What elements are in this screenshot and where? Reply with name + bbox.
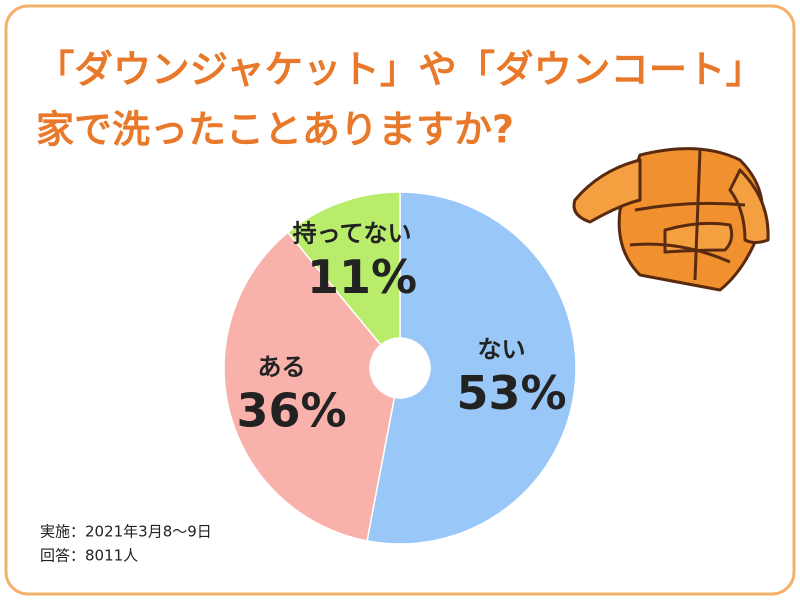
slice-value-label: 53% (456, 366, 566, 420)
chart-title: 家で洗ったことありますか? (36, 108, 514, 152)
slice-value-label: 36% (236, 383, 346, 437)
note: 実施：2021年3月8～9日 (40, 523, 212, 541)
pie-slice (223, 231, 396, 542)
slice-value-label: 11% (307, 250, 417, 304)
pie-slice (286, 191, 401, 346)
slice-category-label: 持ってない (293, 220, 412, 248)
chart-title: 「ダウンジャケット」や「ダウンコート」 (36, 48, 764, 92)
slice-category-label: ある (258, 353, 306, 381)
note: 回答：8011人 (40, 547, 138, 565)
slice-category-label: ない (478, 336, 526, 364)
jacket-illustration (572, 147, 770, 292)
pie-slice (366, 191, 577, 545)
